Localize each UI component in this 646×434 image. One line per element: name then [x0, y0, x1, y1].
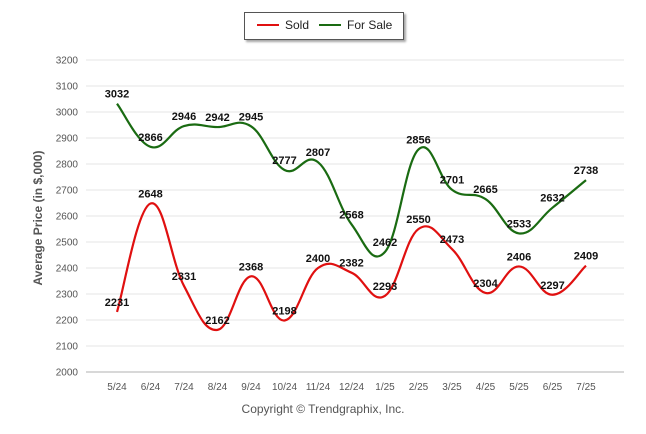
data-label-sold: 2293: [373, 281, 397, 293]
y-tick-label: 2500: [56, 238, 79, 249]
data-label-for-sale: 2866: [138, 132, 162, 144]
grid-lines: [86, 59, 624, 373]
data-label-for-sale: 2942: [205, 112, 229, 124]
x-tick-label: 2/25: [409, 382, 429, 393]
data-label-sold: 2198: [272, 306, 296, 318]
x-tick-label: 9/24: [241, 382, 261, 393]
data-label-for-sale: 3032: [105, 89, 129, 101]
legend-item-sold[interactable]: Sold: [257, 18, 309, 32]
data-label-for-sale: 2945: [239, 111, 263, 123]
y-tick-label: 2600: [56, 212, 79, 223]
data-label-for-sale: 2632: [540, 193, 564, 205]
y-tick-label: 3000: [56, 108, 79, 119]
y-tick-label: 3200: [56, 56, 79, 67]
legend-label-for-sale: For Sale: [347, 18, 393, 32]
x-tick-label: 5/25: [509, 382, 529, 393]
data-label-sold: 2231: [105, 297, 129, 309]
data-label-for-sale: 2807: [306, 147, 330, 159]
y-tick-label: 2300: [56, 290, 79, 301]
y-tick-label: 2200: [56, 316, 79, 327]
y-tick-label: 2000: [56, 368, 79, 379]
data-label-sold: 2409: [574, 251, 598, 263]
data-label-for-sale: 2856: [406, 134, 430, 146]
data-label-for-sale: 2701: [440, 175, 464, 187]
data-label-sold: 2297: [540, 280, 564, 292]
x-tick-labels: 5/24 6/24 7/24 8/24 9/24 10/24 11/24 12/24 1/25 2…: [107, 382, 596, 393]
data-labels: 2231 2648 2331 2162 2368 2198 2400 2382 2293 2550…: [105, 89, 598, 327]
data-label-for-sale: 2777: [272, 155, 296, 167]
x-tick-label: 8/24: [208, 382, 228, 393]
x-tick-label: 11/24: [306, 382, 331, 393]
x-tick-label: 4/25: [476, 382, 496, 393]
data-label-sold: 2406: [507, 251, 531, 263]
legend-swatch-sold: [257, 24, 279, 26]
data-label-for-sale: 2946: [172, 111, 196, 123]
legend: Sold For Sale: [244, 12, 404, 40]
data-label-sold: 2382: [339, 258, 363, 270]
data-label-sold: 2400: [306, 253, 330, 265]
legend-swatch-for-sale: [319, 24, 341, 26]
series-line-sold: [115, 202, 587, 331]
data-label-sold: 2550: [406, 214, 430, 226]
x-tick-label: 3/25: [442, 382, 462, 393]
data-label-sold: 2331: [172, 271, 196, 283]
data-label-for-sale: 2568: [339, 209, 363, 221]
series-lines: [115, 103, 587, 331]
y-tick-label: 3100: [56, 82, 79, 93]
x-tick-label: 6/25: [543, 382, 563, 393]
data-label-for-sale: 2533: [507, 218, 531, 230]
x-tick-label: 6/24: [141, 382, 161, 393]
data-label-sold: 2368: [239, 261, 263, 273]
y-tick-label: 2800: [56, 160, 79, 171]
data-label-for-sale: 2738: [574, 165, 598, 177]
data-label-sold: 2473: [440, 234, 464, 246]
y-tick-label: 2400: [56, 264, 79, 275]
x-tick-label: 1/25: [375, 382, 395, 393]
x-tick-label: 5/24: [107, 382, 127, 393]
y-tick-label: 2700: [56, 186, 79, 197]
x-tick-label: 7/25: [576, 382, 596, 393]
data-label-sold: 2304: [473, 278, 498, 290]
data-label-sold: 2648: [138, 189, 162, 201]
x-tick-label: 12/24: [339, 382, 364, 393]
x-tick-label: 10/24: [272, 382, 297, 393]
series-line-for-sale: [116, 103, 587, 258]
copyright-footer: Copyright © Trendgraphix, Inc.: [241, 402, 405, 416]
legend-label-sold: Sold: [285, 18, 310, 32]
y-axis-label: Average Price (in $,000): [31, 150, 45, 286]
legend-item-for-sale[interactable]: For Sale: [319, 18, 392, 32]
y-tick-labels: 2000 2100 2200 2300 2400 2500 2600 2700 2800 2900…: [56, 56, 79, 379]
x-tick-label: 7/24: [174, 382, 194, 393]
data-label-for-sale: 2462: [373, 237, 397, 249]
y-tick-label: 2900: [56, 134, 79, 145]
data-label-for-sale: 2665: [473, 184, 497, 196]
y-tick-label: 2100: [56, 342, 79, 353]
data-label-sold: 2162: [205, 315, 229, 327]
